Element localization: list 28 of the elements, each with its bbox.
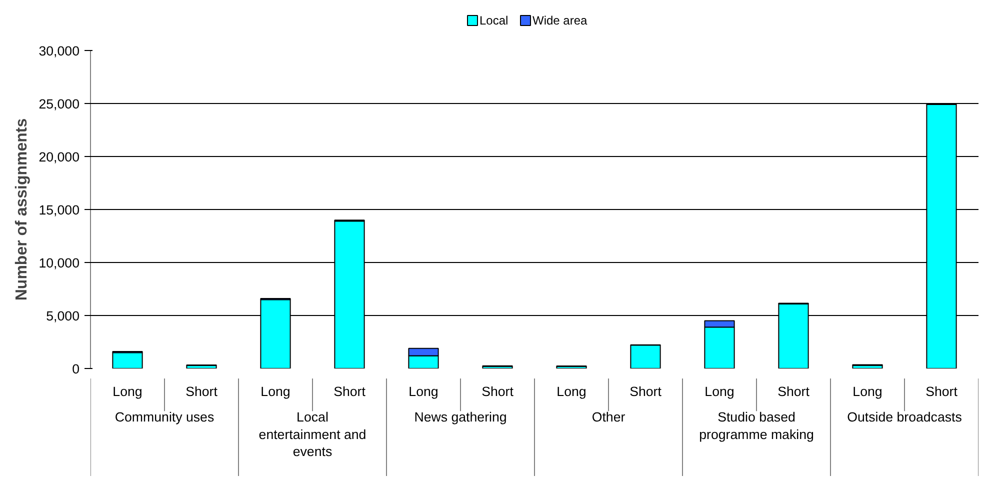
- y-tick-label: 5,000: [46, 308, 80, 324]
- x-tick-label: Long: [112, 384, 142, 400]
- x-tick-label: Short: [630, 384, 662, 400]
- x-tick-label: Short: [778, 384, 810, 400]
- text: Studio based programme making: [699, 410, 814, 442]
- y-tick-label: 0: [72, 362, 80, 376]
- y-tick-label: 25,000: [38, 96, 80, 112]
- y-tick-label: 30,000: [38, 44, 80, 58]
- x-tick-label: Short: [334, 384, 366, 400]
- x-tick-label: Long: [852, 384, 882, 400]
- text: Other: [592, 410, 626, 425]
- x-tick-label: Short: [482, 384, 514, 400]
- text: Outside broadcasts: [847, 410, 962, 425]
- legend-label: Wide area: [532, 14, 588, 28]
- x-tick-label: Long: [556, 384, 586, 400]
- x-tick-label: Short: [926, 384, 958, 400]
- y-axis-title: Number of assignments: [14, 118, 31, 301]
- text: News gathering: [414, 410, 507, 425]
- text: Community uses: [114, 410, 214, 425]
- x-tick-label: Short: [186, 384, 218, 400]
- x-tick-label: Long: [260, 384, 290, 400]
- x-tick-label: Long: [704, 384, 734, 400]
- text: Local entertainment and events: [258, 410, 366, 460]
- y-tick-label: 20,000: [38, 150, 80, 164]
- y-tick-label: 15,000: [38, 202, 80, 218]
- x-tick-label: Long: [408, 384, 438, 400]
- legend-label: Local: [480, 14, 508, 28]
- y-tick-label: 10,000: [38, 256, 80, 270]
